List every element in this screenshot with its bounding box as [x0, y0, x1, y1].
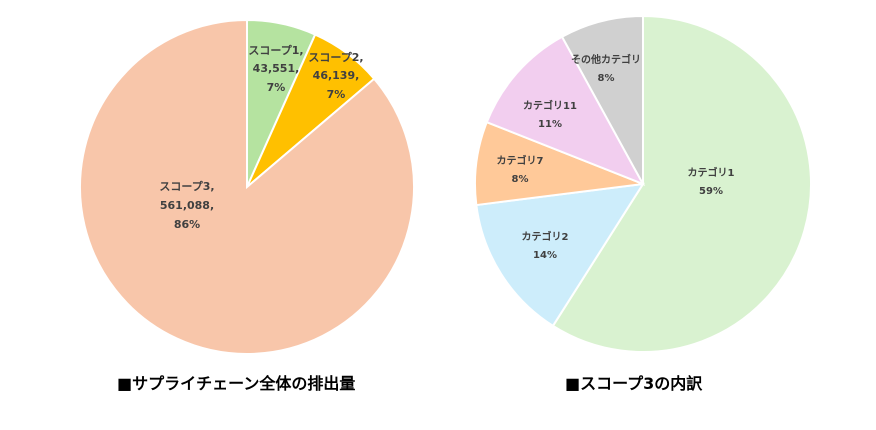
svg-text:スコープ1,: スコープ1,	[248, 43, 303, 57]
pie-slice-2	[475, 182, 645, 328]
right-chart-caption: ■スコープ3の内訳	[565, 374, 703, 393]
label-scope2: スコープ2, 46,139, 7%	[308, 50, 363, 101]
svg-text:7%: 7%	[327, 88, 346, 101]
label-scope3: スコープ3, 561,088, 86%	[159, 179, 214, 231]
pie-slice-1	[551, 14, 812, 353]
svg-text:11%: 11%	[538, 119, 562, 130]
svg-text:14%: 14%	[533, 250, 557, 261]
svg-text:46,139,: 46,139,	[313, 69, 360, 82]
left-chart-caption: ■サプライチェーン全体の排出量	[117, 374, 356, 393]
svg-text:59%: 59%	[699, 186, 723, 197]
svg-text:7%: 7%	[267, 81, 286, 94]
svg-text:43,551,: 43,551,	[253, 62, 300, 75]
scope3-breakdown-pie	[474, 14, 812, 353]
label-category7: カテゴリ7 8%	[497, 154, 544, 185]
svg-text:8%: 8%	[598, 73, 615, 84]
svg-text:8%: 8%	[512, 174, 529, 185]
label-scope1: スコープ1, 43,551, 7%	[248, 43, 303, 94]
pie-slice-4	[485, 35, 646, 186]
supply-chain-emissions-pie	[79, 18, 415, 355]
svg-text:86%: 86%	[174, 218, 200, 231]
label-category1: カテゴリ1 59%	[688, 166, 735, 197]
svg-text:カテゴリ11: カテゴリ11	[523, 99, 577, 112]
svg-text:561,088,: 561,088,	[160, 199, 214, 212]
pie-slice-5	[560, 14, 644, 185]
label-category11: カテゴリ11 11%	[523, 99, 577, 130]
svg-text:その他カテゴリ: その他カテゴリ	[571, 53, 641, 66]
label-category2: カテゴリ2 14%	[522, 230, 569, 261]
pie-slice-3	[79, 18, 415, 355]
svg-text:カテゴリ7: カテゴリ7	[497, 154, 544, 167]
svg-text:スコープ2,: スコープ2,	[308, 50, 363, 64]
svg-text:スコープ3,: スコープ3,	[159, 179, 214, 193]
svg-text:カテゴリ1: カテゴリ1	[688, 166, 735, 179]
label-other-categories: その他カテゴリ 8%	[571, 53, 641, 84]
svg-text:カテゴリ2: カテゴリ2	[522, 230, 569, 243]
